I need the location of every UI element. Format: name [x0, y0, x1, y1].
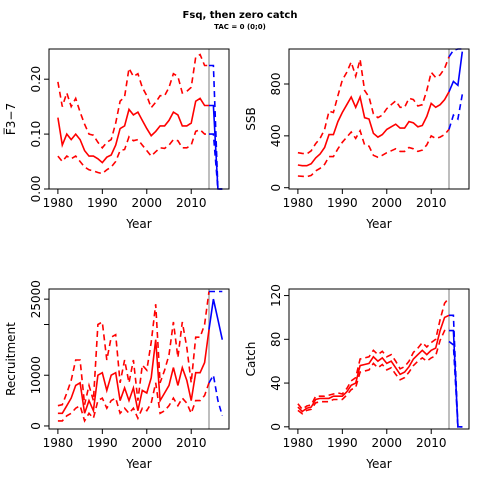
panel-1-history-upper-line	[57, 53, 209, 150]
panel-4-y-tick-label: 120	[269, 284, 283, 307]
panel-3-x-tick-label: 1990	[87, 436, 118, 450]
panel-2-frame	[288, 48, 470, 190]
panel-3-x-tick-label: 1980	[43, 436, 74, 450]
panel-4-x-axis-label: Year	[365, 457, 391, 471]
panel-1-y-tick-label: 0.20	[29, 66, 43, 93]
panel-1-y-tick-label: 0.00	[29, 176, 43, 203]
panel-2-x-tick-label: 2010	[416, 196, 447, 210]
panel-4-projection-lower-line	[448, 340, 463, 428]
panel-3-x-tick-label: 2010	[176, 436, 207, 450]
panel-4-chart: 1980 1990 2000 2010 Year 0 40 80 120 Catch	[244, 284, 470, 471]
panel-1-y-axis-label: F̅3−7	[3, 103, 18, 135]
panel-4-x-tick-label: 1990	[327, 436, 358, 450]
panel-4-projection-median-line	[449, 329, 463, 428]
panel-4-y-tick-label: 40	[269, 375, 283, 390]
panel-4-history-lower-line	[297, 327, 450, 415]
panel-3-x-tick-label: 2000	[132, 436, 163, 450]
panel-1-history-lower-line	[57, 128, 209, 175]
panel-4-frame	[288, 288, 470, 430]
panel-1-chart: 1980 1990 2000 2010 Year 0.00 0.10 0.20 F̅3−7	[3, 48, 230, 231]
panel-1-frame	[48, 48, 230, 190]
panel-2-history-upper-line	[297, 56, 450, 155]
panel-2-x-tick-label: 1980	[283, 196, 314, 210]
panel-1-y-tick-label: 0.10	[29, 121, 43, 148]
panel-1-x-tick-label: 1990	[87, 196, 118, 210]
panel-2-y-axis-label: SSB	[244, 107, 258, 130]
panel-3-frame	[48, 288, 230, 430]
panel-3-y-axis-label: Recruitment	[4, 322, 18, 396]
panel-2-history-lower-line	[297, 128, 450, 178]
panel-2-y-tick-label: 400	[269, 124, 283, 147]
panel-4-x-tick-label: 2000	[372, 436, 403, 450]
panel-3-chart: 1980 1990 2000 2010 Year 0 10000 25000 Recruitme…	[4, 280, 230, 471]
panel-3-projection-median-line	[208, 298, 224, 340]
panel-2-y-tick-label: 0	[269, 184, 283, 192]
panel-3-history-upper-line	[57, 291, 210, 407]
panel-3-history-median-line	[57, 329, 210, 415]
panel-1-x-tick-label: 1980	[43, 196, 74, 210]
panel-2-x-tick-label: 2000	[372, 196, 403, 210]
panel-2-chart: 1980 1990 2000 2010 Year 0 400 800 SSB	[244, 48, 470, 231]
panel-1-history-median-line	[57, 97, 209, 164]
panel-2-history-median-line	[297, 91, 450, 167]
panel-2-x-axis-label: Year	[365, 217, 391, 231]
panel-2-y-tick-label: 800	[269, 73, 283, 96]
panel-1-projection-median-line	[209, 104, 223, 190]
panel-4-y-tick-label: 0	[269, 423, 283, 431]
panel-3-y-tick-label: 0	[29, 422, 43, 430]
panel-2-x-tick-label: 1990	[327, 196, 358, 210]
figure-title: Fsq, then zero catch	[182, 10, 298, 21]
panel-3-projection-lower-line	[208, 372, 224, 417]
panel-2-projection-lower-line	[448, 94, 464, 130]
panel-3-x-axis-label: Year	[125, 457, 151, 471]
panel-1-x-axis-label: Year	[125, 217, 151, 231]
panel-3-y-tick-label: 10000	[29, 356, 43, 394]
panel-4-history-upper-line	[297, 297, 450, 411]
panel-1-x-tick-label: 2000	[132, 196, 163, 210]
panel-2-projection-median-line	[448, 51, 464, 93]
figure-subtitle: TAC = 0 (0;0)	[214, 23, 266, 31]
panel-4-x-tick-label: 2010	[416, 436, 447, 450]
panel-4-x-tick-label: 1980	[283, 436, 314, 450]
panel-3-history-lower-line	[57, 382, 210, 423]
panel-2-projection-upper-line	[448, 48, 463, 58]
panel-1-x-tick-label: 2010	[176, 196, 207, 210]
panel-4-y-tick-label: 80	[269, 332, 283, 347]
panel-4-history-median-line	[297, 314, 450, 413]
panel-4-y-axis-label: Catch	[244, 342, 258, 377]
panel-3-y-tick-label: 25000	[29, 280, 43, 318]
